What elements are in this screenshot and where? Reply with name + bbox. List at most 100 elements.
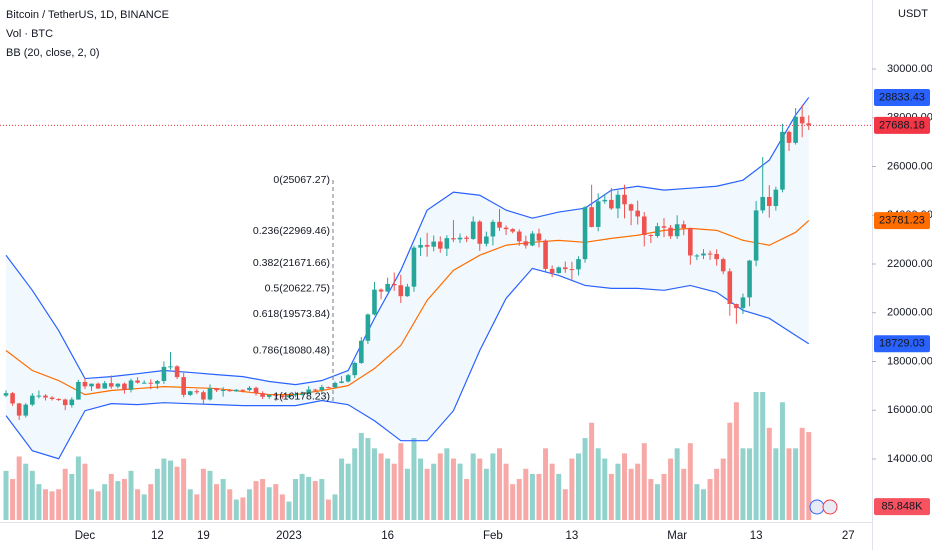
volume-bar — [740, 448, 746, 520]
volume-bar — [42, 489, 48, 520]
volume-bar — [753, 392, 759, 520]
candle-body — [503, 227, 509, 230]
volume-bar — [773, 448, 779, 520]
candle-body — [661, 226, 667, 228]
volume-bar — [299, 473, 305, 520]
candle-body — [694, 255, 700, 257]
candle-body — [201, 392, 206, 400]
volume-bar — [161, 458, 167, 520]
x-tick-label: 12 — [151, 530, 164, 542]
candle-body — [306, 389, 311, 394]
candle-body — [240, 389, 246, 391]
candle-body — [391, 283, 397, 286]
y-tick-label: 18000.00 — [887, 355, 932, 367]
candle-body — [128, 380, 134, 390]
fib-label: 0.618(19573.84) — [253, 308, 330, 320]
y-tick-label: 26000.00 — [887, 160, 932, 172]
candle-body — [234, 389, 239, 392]
volume-bar — [62, 468, 68, 520]
volume-bar — [477, 458, 483, 520]
volume-bar — [668, 458, 674, 520]
volume-bar — [582, 438, 588, 520]
candle-body — [720, 259, 726, 272]
y-tick-label: 30000.00 — [887, 63, 932, 75]
volume-bar — [628, 468, 634, 520]
volume-bar — [418, 458, 424, 520]
candle-body — [30, 395, 35, 405]
volume-bar — [352, 448, 358, 520]
fib-label: 0(25067.27) — [273, 174, 330, 186]
candle-body — [615, 194, 621, 209]
volume-bar — [700, 489, 706, 520]
volume-bar — [490, 453, 496, 520]
candle-body — [477, 221, 483, 244]
candle-body — [622, 194, 627, 205]
candle-body — [490, 221, 496, 237]
bb-basis-tag: 23781.23 — [879, 214, 925, 226]
candle-body — [16, 403, 22, 416]
volume-bar — [424, 468, 430, 520]
volume-bar — [148, 484, 154, 520]
candle-body — [668, 227, 673, 237]
volume-bar — [181, 458, 187, 520]
volume-bar — [312, 481, 318, 520]
candle-body — [437, 241, 443, 249]
bb-lower-tag-bg — [874, 335, 930, 353]
volume-bar — [10, 479, 16, 520]
volume-bar — [516, 479, 522, 520]
candle-body — [569, 269, 575, 271]
candle-body — [714, 254, 719, 260]
volume-bar — [279, 494, 285, 520]
volume-bar — [365, 438, 371, 520]
candle-body — [108, 383, 114, 387]
volume-bar — [187, 489, 193, 520]
candle-body — [549, 268, 555, 274]
volume-bar — [589, 422, 595, 520]
volume-tag-bg — [874, 498, 930, 516]
x-tick-label: Mar — [667, 530, 687, 542]
volume-tag: 85.848K — [882, 500, 924, 512]
volume-bar — [747, 448, 753, 520]
candle-body — [214, 388, 219, 391]
candle-body — [23, 404, 29, 416]
volume-bar — [115, 481, 121, 520]
volume-bar — [733, 402, 739, 520]
volume-bar — [806, 432, 812, 520]
volume-bar — [82, 463, 88, 520]
candle-body — [780, 131, 785, 190]
candle-body — [280, 395, 285, 398]
candle-body — [628, 204, 634, 211]
volume-bar — [464, 479, 470, 520]
volume-legend: Vol · BTC — [6, 28, 53, 40]
bb-basis — [5, 220, 810, 396]
x-tick-label: Dec — [75, 530, 96, 542]
volume-bar — [319, 479, 325, 520]
candle-body — [332, 382, 338, 388]
candle-body — [135, 380, 140, 383]
volume-bar — [457, 463, 463, 520]
volume-bar — [641, 443, 647, 520]
candle-body — [266, 394, 272, 397]
volume-bar — [437, 453, 443, 520]
candle-body — [174, 366, 180, 378]
volume-bar — [786, 448, 792, 520]
candle-body — [148, 382, 154, 384]
candle-body — [556, 267, 562, 274]
volume-bar — [29, 470, 35, 520]
volume-bar — [569, 458, 575, 520]
volume-bar — [431, 463, 437, 520]
volume-bar — [220, 479, 226, 520]
candle-body — [470, 221, 476, 239]
candle-body — [299, 393, 305, 395]
candle-body — [372, 289, 377, 315]
volume-bar — [95, 491, 101, 520]
candle-body — [10, 393, 15, 404]
candle-body — [648, 234, 654, 236]
candle-body — [293, 393, 298, 396]
volume-bar — [16, 456, 22, 520]
volume-bar — [378, 453, 384, 520]
candle-body — [582, 207, 588, 260]
bb-lower-tag: 18729.03 — [879, 338, 925, 350]
volume-bar — [727, 422, 733, 520]
candle-body — [688, 228, 693, 256]
